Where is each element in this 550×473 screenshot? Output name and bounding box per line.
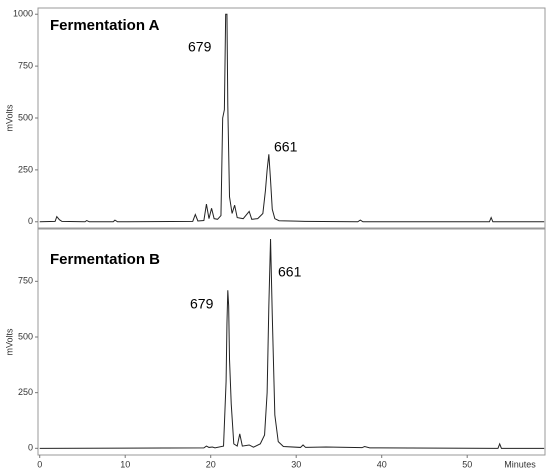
peak-label: 661: [278, 264, 302, 280]
plot-frame: [37, 228, 546, 456]
y-tick-label: 250: [18, 387, 33, 397]
plot-frame: [37, 7, 546, 229]
y-tick-label: 0: [28, 216, 33, 226]
x-tick-label: 40: [377, 459, 387, 469]
y-tick-label: 500: [18, 331, 33, 341]
y-tick-label: 500: [18, 112, 33, 122]
y-axis-label: mVolts: [4, 328, 14, 356]
trace: [39, 13, 545, 223]
trace: [39, 239, 545, 449]
x-tick-label: 30: [291, 459, 301, 469]
peak-label: 679: [188, 39, 212, 55]
x-axis-label: Minutes: [504, 459, 536, 469]
x-tick-label: 0: [37, 459, 42, 469]
peak-label: 661: [274, 139, 298, 155]
y-tick-label: 1000: [13, 9, 33, 19]
panel-title: Fermentation B: [50, 251, 160, 268]
peak-label: 679: [190, 296, 214, 312]
y-tick-label: 750: [18, 60, 33, 70]
x-tick-label: 10: [120, 459, 130, 469]
y-tick-label: 250: [18, 164, 33, 174]
y-tick-label: 750: [18, 276, 33, 286]
x-tick-label: 50: [462, 459, 472, 469]
x-tick-label: 20: [206, 459, 216, 469]
panel: 0 250 500 750 1000 mVolts Fermentation A 679 661: [4, 7, 546, 229]
y-tick-label: 0: [28, 443, 33, 453]
panel: 0 250 500 750 0 10 20 30 40 50 Minutes mVolts Fermen…: [4, 228, 546, 469]
y-axis-label: mVolts: [4, 104, 14, 132]
panel-title: Fermentation A: [50, 17, 160, 34]
